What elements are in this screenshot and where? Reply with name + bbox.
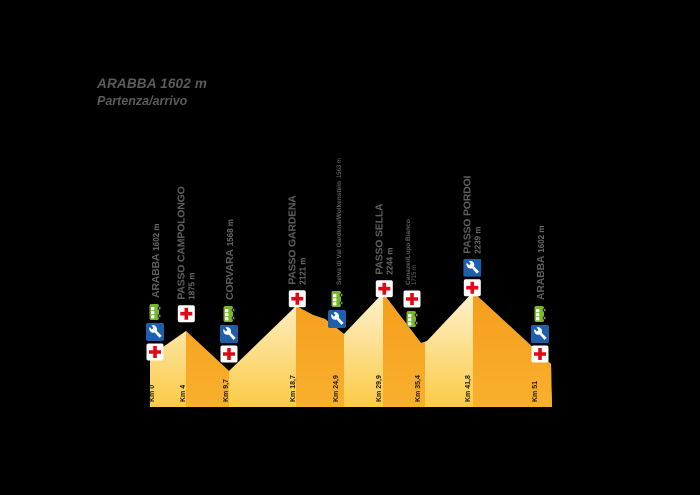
km-marker: Km 0: [148, 384, 156, 402]
km-marker: Km 29,9: [375, 375, 383, 402]
route-point-altitude: 1602 m: [152, 223, 162, 251]
route-point-text: ARABBA 1602 m: [146, 224, 164, 298]
route-point-label: PASSO SELLA 2244 m: [372, 203, 395, 298]
route-point-altitude: 1602 m: [537, 225, 547, 253]
route-point-altitude: 1715 m: [412, 264, 419, 285]
route-point-label: PASSO GARDENA 2121 m: [285, 195, 308, 308]
route-point-altitude: 2239 m: [472, 226, 482, 254]
route-point-name: CORVARA: [224, 249, 237, 300]
mechanic-wrench-icon: [531, 325, 549, 343]
route-point-altitude: 1568 m: [226, 219, 236, 247]
title-location: ARABBA 1602 m: [97, 76, 208, 91]
route-point-name: PASSO SELLA: [372, 203, 385, 275]
route-point-text: PASSO PORDOI 2239 m: [460, 175, 483, 254]
route-point-label: PASSO PORDOI 2239 m: [460, 175, 483, 297]
first-aid-cross-icon: [177, 305, 195, 323]
route-point-label: CORVARA 1568 m: [220, 219, 238, 363]
shuttle-bus-icon: [146, 303, 164, 321]
start-finish-title: ARABBA 1602 m Partenza/arrivo: [97, 76, 207, 108]
shuttle-bus-icon: [328, 290, 346, 308]
route-point-text: CORVARA 1568 m: [220, 219, 238, 300]
route-point-text: PASSO GARDENA 2121 m: [285, 195, 308, 285]
route-point-label: PASSO CAMPOLONGO 1875 m: [174, 186, 197, 323]
title-subtitle: Partenza/arrivo: [97, 93, 188, 108]
km-marker: Km 18,7: [289, 375, 297, 402]
route-point-name: PASSO CAMPOLONGO: [174, 186, 187, 300]
shuttle-bus-icon: [531, 305, 549, 323]
first-aid-cross-icon: [463, 279, 481, 297]
route-point-altitude: 1563 m: [337, 158, 344, 179]
km-marker: Km 51: [531, 380, 539, 402]
km-marker: Km 4: [179, 384, 187, 402]
route-point-name: Canazei/Lupo Bianco: [405, 219, 412, 285]
first-aid-cross-icon: [146, 343, 164, 361]
km-marker: Km 41,8: [464, 375, 472, 402]
route-point-name: ARABBA: [535, 255, 548, 300]
route-point-label: ARABBA 1602 m: [146, 224, 164, 361]
route-point-name: Selva di Val Gardena/Wolkenstein: [336, 181, 344, 285]
route-point-label: Selva di Val Gardena/Wolkenstein 1563 m: [328, 158, 346, 328]
route-point-altitude: 2121 m: [297, 257, 307, 285]
route-point-text: PASSO SELLA 2244 m: [372, 203, 395, 275]
route-point-text: Selva di Val Gardena/Wolkenstein 1563 m: [328, 158, 346, 285]
route-point-name: PASSO GARDENA: [285, 195, 298, 285]
route-point-label: ARABBA 1602 m: [531, 226, 549, 363]
route-point-altitude: 1875 m: [186, 272, 196, 300]
mechanic-wrench-icon: [463, 258, 482, 277]
km-marker: Km 24,9: [332, 375, 340, 402]
route-point-name: PASSO PORDOI: [460, 175, 473, 254]
mechanic-wrench-icon: [328, 310, 346, 328]
route-point-text: Canazei/Lupo Bianco 1715 m: [405, 219, 419, 285]
mountain-silhouette-ascent-faces: [150, 292, 552, 407]
mechanic-wrench-icon: [146, 323, 164, 341]
route-point-altitude: 2244 m: [384, 247, 394, 275]
first-aid-cross-icon: [220, 345, 238, 363]
shuttle-bus-icon: [403, 310, 421, 328]
route-point-text: PASSO CAMPOLONGO 1875 m: [174, 186, 197, 300]
first-aid-cross-icon: [288, 290, 306, 308]
first-aid-cross-icon: [531, 345, 549, 363]
mechanic-wrench-icon: [220, 325, 238, 343]
first-aid-cross-icon: [403, 290, 421, 308]
route-point-text: ARABBA 1602 m: [531, 226, 549, 300]
route-point-label: Canazei/Lupo Bianco 1715 m: [403, 219, 421, 328]
first-aid-cross-icon: [375, 280, 393, 298]
route-point-name: ARABBA: [150, 253, 163, 298]
km-marker: Km 35,4: [414, 375, 422, 402]
km-marker: Km 9,7: [222, 379, 230, 402]
shuttle-bus-icon: [220, 305, 238, 323]
